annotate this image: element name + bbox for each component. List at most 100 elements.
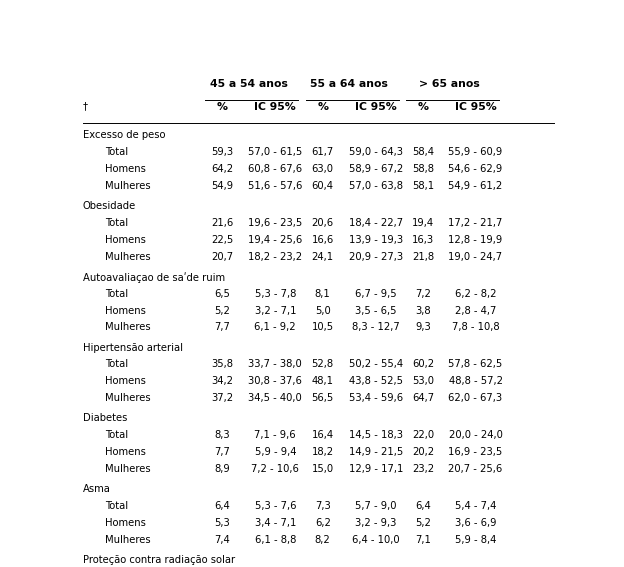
Text: Hipertensão arterial: Hipertensão arterial [83,342,183,353]
Text: 15,0: 15,0 [311,464,334,474]
Text: 12,9 - 17,1: 12,9 - 17,1 [349,464,403,474]
Text: 34,2: 34,2 [211,376,233,386]
Text: 6,4: 6,4 [416,501,431,511]
Text: 22,5: 22,5 [211,235,233,245]
Text: 18,2: 18,2 [311,447,334,457]
Text: 21,8: 21,8 [412,252,434,261]
Text: 18,4 - 22,7: 18,4 - 22,7 [349,218,403,228]
Text: 20,7: 20,7 [211,252,233,261]
Text: 58,1: 58,1 [412,181,434,191]
Text: 13,9 - 19,3: 13,9 - 19,3 [349,235,403,245]
Text: 58,9 - 67,2: 58,9 - 67,2 [349,164,403,174]
Text: 5,7 - 9,0: 5,7 - 9,0 [355,501,397,511]
Text: Homens: Homens [105,518,145,528]
Text: 14,9 - 21,5: 14,9 - 21,5 [349,447,403,457]
Text: 3,4 - 7,1: 3,4 - 7,1 [255,518,296,528]
Text: 55,9 - 60,9: 55,9 - 60,9 [449,147,503,157]
Text: 20,6: 20,6 [311,218,334,228]
Text: Diabetes: Diabetes [83,413,127,424]
Text: 53,4 - 59,6: 53,4 - 59,6 [349,393,403,403]
Text: 5,3 - 7,6: 5,3 - 7,6 [255,501,296,511]
Text: 64,7: 64,7 [412,393,434,403]
Text: Mulheres: Mulheres [105,393,150,403]
Text: 54,6 - 62,9: 54,6 - 62,9 [449,164,503,174]
Text: Homens: Homens [105,376,145,386]
Text: 19,6 - 23,5: 19,6 - 23,5 [248,218,303,228]
Text: 56,5: 56,5 [311,393,334,403]
Text: 59,0 - 64,3: 59,0 - 64,3 [349,147,403,157]
Text: 16,9 - 23,5: 16,9 - 23,5 [449,447,503,457]
Text: 50,2 - 55,4: 50,2 - 55,4 [349,359,403,370]
Text: 18,2 - 23,2: 18,2 - 23,2 [248,252,303,261]
Text: 8,9: 8,9 [214,464,230,474]
Text: 5,2: 5,2 [416,518,431,528]
Text: 16,3: 16,3 [412,235,434,245]
Text: IC 95%: IC 95% [455,101,497,112]
Text: Homens: Homens [105,447,145,457]
Text: 19,0 - 24,7: 19,0 - 24,7 [449,252,502,261]
Text: 6,2 - 8,2: 6,2 - 8,2 [455,289,496,299]
Text: 2,8 - 4,7: 2,8 - 4,7 [455,306,496,316]
Text: 55 a 64 anos: 55 a 64 anos [310,79,388,89]
Text: Excesso de peso: Excesso de peso [83,130,165,141]
Text: 5,3: 5,3 [214,518,230,528]
Text: 7,7: 7,7 [214,323,230,332]
Text: 3,6 - 6,9: 3,6 - 6,9 [455,518,496,528]
Text: 6,4: 6,4 [214,501,230,511]
Text: 5,0: 5,0 [315,306,331,316]
Text: 9,3: 9,3 [416,323,431,332]
Text: Mulheres: Mulheres [105,323,150,332]
Text: Mulheres: Mulheres [105,181,150,191]
Text: 58,4: 58,4 [412,147,434,157]
Text: 60,4: 60,4 [312,181,334,191]
Text: Total: Total [105,359,128,370]
Text: 7,2: 7,2 [416,289,431,299]
Text: 5,2: 5,2 [214,306,230,316]
Text: 3,8: 3,8 [416,306,431,316]
Text: 20,7 - 25,6: 20,7 - 25,6 [449,464,503,474]
Text: %: % [418,101,429,112]
Text: 7,7: 7,7 [214,447,230,457]
Text: 21,6: 21,6 [211,218,233,228]
Text: 3,5 - 6,5: 3,5 - 6,5 [355,306,397,316]
Text: 19,4: 19,4 [412,218,434,228]
Text: 7,8 - 10,8: 7,8 - 10,8 [452,323,499,332]
Text: 34,5 - 40,0: 34,5 - 40,0 [248,393,302,403]
Text: 48,8 - 57,2: 48,8 - 57,2 [449,376,502,386]
Text: 6,1 - 8,8: 6,1 - 8,8 [255,535,296,544]
Text: Homens: Homens [105,164,145,174]
Text: Homens: Homens [105,306,145,316]
Text: 6,4 - 10,0: 6,4 - 10,0 [352,535,400,544]
Text: 6,2: 6,2 [314,518,331,528]
Text: 6,5: 6,5 [214,289,230,299]
Text: Total: Total [105,147,128,157]
Text: †: † [83,101,88,112]
Text: 57,0 - 63,8: 57,0 - 63,8 [349,181,403,191]
Text: Total: Total [105,289,128,299]
Text: 54,9 - 61,2: 54,9 - 61,2 [449,181,503,191]
Text: 54,9: 54,9 [211,181,233,191]
Text: 48,1: 48,1 [312,376,334,386]
Text: 5,3 - 7,8: 5,3 - 7,8 [255,289,296,299]
Text: 8,3 - 12,7: 8,3 - 12,7 [352,323,400,332]
Text: 23,2: 23,2 [412,464,434,474]
Text: 43,8 - 52,5: 43,8 - 52,5 [349,376,403,386]
Text: 10,5: 10,5 [311,323,334,332]
Text: Mulheres: Mulheres [105,535,150,544]
Text: 45 a 54 anos: 45 a 54 anos [210,79,288,89]
Text: 53,0: 53,0 [412,376,434,386]
Text: 7,1 - 9,6: 7,1 - 9,6 [255,430,296,440]
Text: 58,8: 58,8 [412,164,434,174]
Text: 59,3: 59,3 [211,147,233,157]
Text: %: % [317,101,328,112]
Text: 57,8 - 62,5: 57,8 - 62,5 [449,359,503,370]
Text: 3,2 - 7,1: 3,2 - 7,1 [255,306,296,316]
Text: 14,5 - 18,3: 14,5 - 18,3 [349,430,403,440]
Text: 35,8: 35,8 [211,359,233,370]
Text: Autoavaliaçao de saʹde ruim: Autoavaliaçao de saʹde ruim [83,272,225,283]
Text: Obesidade: Obesidade [83,201,136,211]
Text: IC 95%: IC 95% [355,101,397,112]
Text: Homens: Homens [105,235,145,245]
Text: Total: Total [105,501,128,511]
Text: > 65 anos: > 65 anos [419,79,480,89]
